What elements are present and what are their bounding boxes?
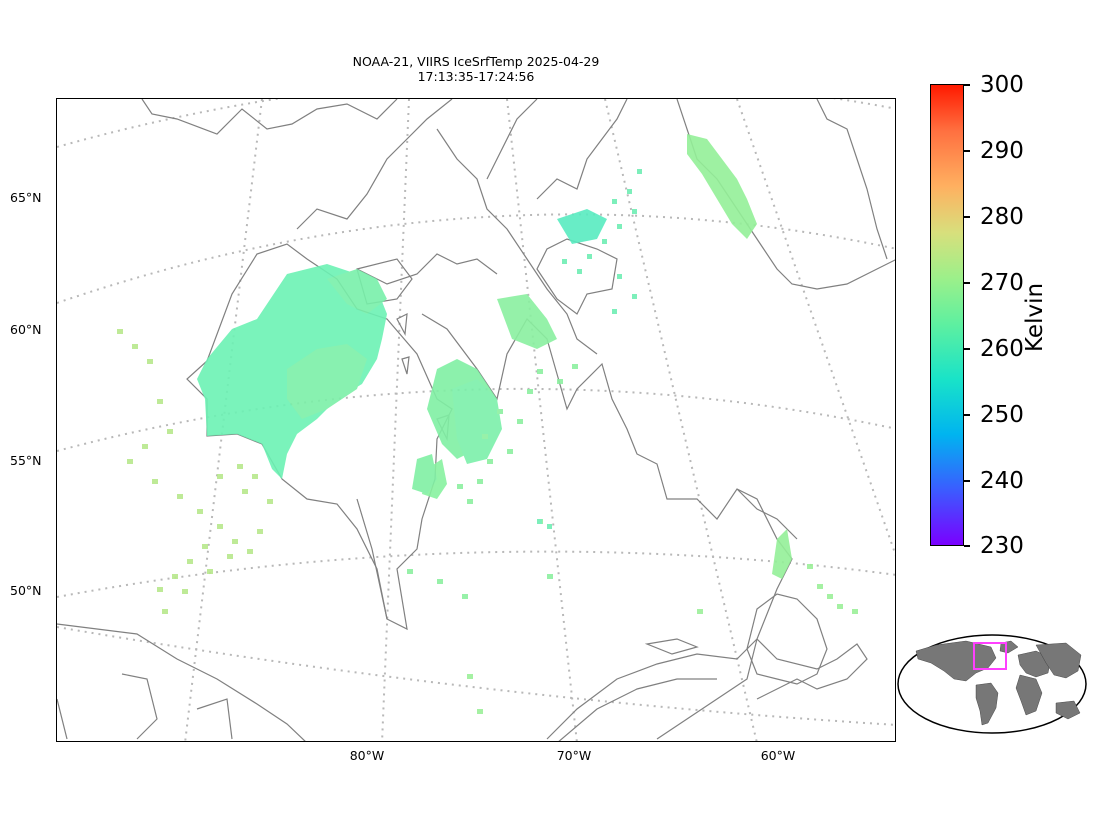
lat-label-60: 60°N: [10, 322, 42, 337]
baffin-island: [141, 99, 628, 355]
ice-temperature-data: [117, 134, 858, 714]
colorbar-tick: [964, 150, 970, 152]
colorbar-tick: [964, 348, 970, 350]
lat-label-55: 55°N: [10, 453, 42, 468]
colorbar-tick: [964, 414, 970, 416]
lon-label-70w: 70°W: [556, 748, 592, 763]
colorbar-tick: [964, 545, 970, 547]
james-bay: [356, 498, 388, 620]
colorbar-tick: [964, 282, 970, 284]
lon-label-60w: 60°W: [760, 748, 796, 763]
colorbar-tick: [964, 480, 970, 482]
cumberland-sound: [536, 238, 618, 315]
ungava-ice-field-3: [452, 379, 502, 464]
lat-line-45: [57, 626, 895, 726]
globe-land: [915, 640, 1082, 726]
lake-edges: [121, 673, 233, 740]
colorbar: [930, 84, 964, 546]
lon-line-50: [736, 99, 895, 557]
foxe-ice-area: [327, 269, 387, 314]
hudson-bay-ice-field-2: [287, 344, 367, 419]
colorbar-tick: [964, 216, 970, 218]
scattered-pixels-west: [117, 329, 273, 614]
us-border-2: [57, 698, 68, 740]
newfoundland: [746, 593, 828, 685]
colorbar-tick-label-290: 290: [980, 138, 1024, 164]
lat-label-65: 65°N: [10, 190, 42, 205]
colorbar-tick-label-230: 230: [980, 533, 1024, 559]
scattered-pixels-east: [537, 169, 642, 529]
lon-line-70: [506, 99, 578, 741]
locator-box: [973, 642, 1007, 670]
coastlines: [57, 99, 895, 741]
colorbar-title: Kelvin: [1022, 282, 1048, 352]
greenland-coast-ice: [687, 134, 757, 239]
us-border: [57, 623, 306, 741]
title-line-2: 17:13:35-17:24:56: [417, 69, 535, 84]
scattered-pixels-mid: [407, 364, 578, 599]
hudson-strait-north: [356, 253, 498, 285]
colorbar-tick: [964, 84, 970, 86]
gulf-st-lawrence: [546, 638, 758, 741]
colorbar-tick-label-270: 270: [980, 270, 1024, 296]
inset-locator-globe: [897, 634, 1087, 734]
lat-label-50: 50°N: [10, 583, 42, 598]
scattered-pixels-newfoundland: [467, 564, 858, 714]
lon-label-80w: 80°W: [349, 748, 385, 763]
lat-line-60: [57, 213, 895, 304]
hudson-strait-ice: [497, 294, 557, 349]
anticosti: [644, 638, 699, 655]
james-bay-ice: [412, 454, 437, 494]
colorbar-tick-label-240: 240: [980, 468, 1024, 494]
greenland: [676, 99, 895, 290]
colorbar-tick-label-280: 280: [980, 204, 1024, 230]
labrador-coast: [736, 488, 868, 700]
figure-title: NOAA-21, VIIRS IceSrfTemp 2025-04-29 17:…: [256, 54, 696, 84]
colorbar-tick-label-300: 300: [980, 72, 1024, 98]
lon-line-60: [604, 99, 758, 741]
map-svg: [57, 99, 895, 741]
labrador-ice: [772, 529, 792, 579]
colorbar-tick-label-250: 250: [980, 402, 1024, 428]
lon-line-80: [381, 99, 410, 741]
lat-line-65: [57, 99, 895, 148]
map-panel[interactable]: [56, 98, 896, 742]
colorbar-tick-label-260: 260: [980, 336, 1024, 362]
title-line-1: NOAA-21, VIIRS IceSrfTemp 2025-04-29: [352, 54, 600, 69]
baffin-ice: [557, 209, 607, 244]
lon-line-90: [184, 99, 263, 741]
